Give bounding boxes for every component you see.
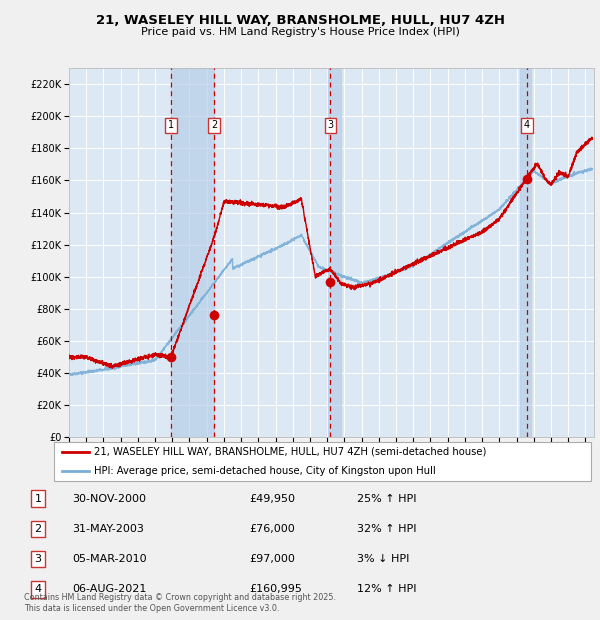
Text: £97,000: £97,000: [250, 554, 295, 564]
Text: 31-MAY-2003: 31-MAY-2003: [72, 524, 144, 534]
Bar: [520, 68, 531, 437]
Text: HPI: Average price, semi-detached house, City of Kingston upon Hull: HPI: Average price, semi-detached house,…: [94, 466, 436, 476]
Text: 4: 4: [35, 585, 41, 595]
Bar: [171, 68, 214, 437]
Text: 3: 3: [35, 554, 41, 564]
Text: 21, WASELEY HILL WAY, BRANSHOLME, HULL, HU7 4ZH (semi-detached house): 21, WASELEY HILL WAY, BRANSHOLME, HULL, …: [94, 446, 487, 457]
Bar: [328, 68, 341, 437]
Text: 4: 4: [524, 120, 530, 130]
Text: 25% ↑ HPI: 25% ↑ HPI: [357, 494, 416, 503]
Text: 32% ↑ HPI: 32% ↑ HPI: [357, 524, 416, 534]
Text: 3: 3: [327, 120, 334, 130]
Text: Contains HM Land Registry data © Crown copyright and database right 2025.
This d: Contains HM Land Registry data © Crown c…: [24, 593, 336, 613]
Text: £160,995: £160,995: [250, 585, 302, 595]
Text: 1: 1: [35, 494, 41, 503]
Text: £49,950: £49,950: [250, 494, 296, 503]
Text: 06-AUG-2021: 06-AUG-2021: [72, 585, 146, 595]
Text: 2: 2: [211, 120, 217, 130]
Text: 05-MAR-2010: 05-MAR-2010: [72, 554, 146, 564]
Text: 2: 2: [35, 524, 41, 534]
Text: £76,000: £76,000: [250, 524, 295, 534]
Text: 30-NOV-2000: 30-NOV-2000: [72, 494, 146, 503]
Text: 1: 1: [168, 120, 174, 130]
Text: Price paid vs. HM Land Registry's House Price Index (HPI): Price paid vs. HM Land Registry's House …: [140, 27, 460, 37]
Text: 21, WASELEY HILL WAY, BRANSHOLME, HULL, HU7 4ZH: 21, WASELEY HILL WAY, BRANSHOLME, HULL, …: [95, 14, 505, 27]
Text: 3% ↓ HPI: 3% ↓ HPI: [357, 554, 409, 564]
Text: 12% ↑ HPI: 12% ↑ HPI: [357, 585, 416, 595]
FancyBboxPatch shape: [54, 442, 591, 481]
